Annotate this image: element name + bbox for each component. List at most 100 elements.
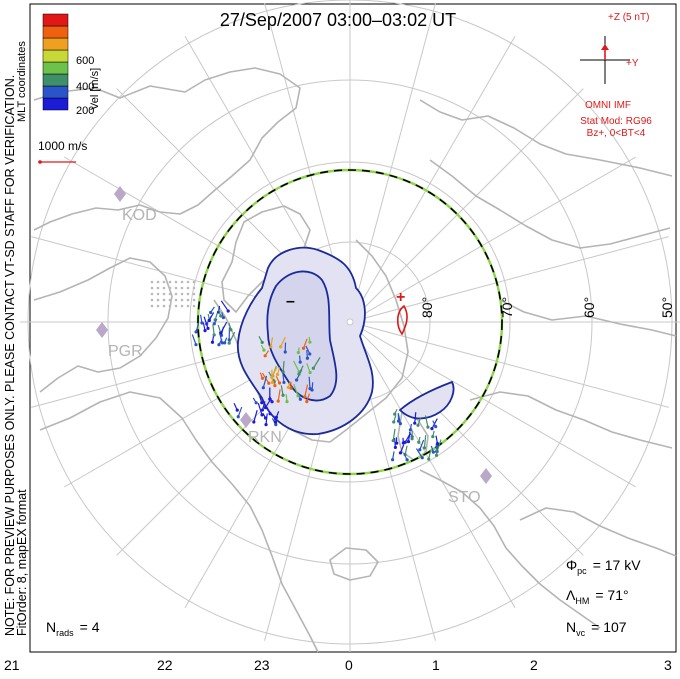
empty-cell-dot	[157, 305, 160, 308]
velocity-vector	[436, 436, 439, 446]
radar-marker-kod	[114, 186, 126, 202]
empty-cell-dot	[169, 299, 172, 302]
empty-cell-dot	[193, 281, 196, 284]
empty-cell-dot	[157, 281, 160, 284]
velocity-vector	[223, 338, 227, 345]
mlt-label-23: 23	[254, 657, 270, 673]
empty-cell-dot	[151, 305, 154, 308]
empty-cell-dot	[151, 293, 154, 296]
lat-label-50: 50°	[659, 297, 675, 318]
radar-site-pgr: PGR	[96, 322, 143, 360]
velocity-vector	[430, 419, 437, 431]
mlt-label-0: 0	[345, 657, 353, 673]
empty-cell-dot	[151, 281, 154, 284]
mlt-axis: 21 22 23 0 1 2 3	[4, 657, 672, 673]
lat-label-80: 80°	[419, 297, 435, 318]
contour-cell-right	[400, 382, 454, 419]
empty-cell-dot	[151, 299, 154, 302]
coast-scandinavia	[420, 470, 600, 628]
empty-cell-dot	[175, 299, 178, 302]
imf-source: OMNI IMF	[585, 100, 631, 111]
empty-cell-dot	[163, 305, 166, 308]
empty-cell-dot	[181, 287, 184, 290]
colorbar-swatch	[43, 26, 68, 38]
velocity-vector	[252, 410, 257, 423]
mlt-label-1: 1	[432, 657, 440, 673]
radar-site-sto: STO	[448, 468, 492, 506]
velocity-colorbar	[43, 14, 68, 110]
imf-plus-z-label: +Z (5 nT)	[608, 12, 649, 23]
empty-cell-dot	[175, 293, 178, 296]
radar-label-sto: STO	[448, 489, 481, 506]
colorbar-swatch	[43, 74, 68, 86]
empty-cell-dot	[193, 287, 196, 290]
imf-indicator: +Z (5 nT) +Y OMNI IMF Stat Mod: RG96 Bz+…	[580, 12, 652, 139]
fit-order-note: FitOrder: 8, mapEX format	[15, 489, 29, 636]
empty-cell-dot	[187, 305, 190, 308]
reference-vector-label: 1000 m/s	[38, 139, 87, 153]
empty-cell-dot	[151, 287, 154, 290]
coast-siberia	[430, 160, 670, 248]
mlt-meridian	[350, 322, 583, 555]
mlt-meridian	[350, 89, 583, 322]
radar-site-kod: KOD	[114, 186, 157, 224]
velocity-vector	[192, 334, 197, 346]
stat-n-vc: Nvc= 107	[566, 619, 627, 638]
stat-n-rads: Nrads= 4	[46, 619, 100, 638]
velocity-vector	[391, 451, 394, 461]
velocity-vector	[253, 398, 258, 405]
radar-label-pgr: PGR	[108, 343, 143, 360]
empty-cell-dot	[169, 281, 172, 284]
empty-cell-dot	[169, 293, 172, 296]
empty-cell-dot	[175, 287, 178, 290]
empty-cell-dot	[193, 305, 196, 308]
mlt-label-21: 21	[4, 657, 20, 673]
empty-cell-dot	[169, 305, 172, 308]
empty-cell-dot	[157, 287, 160, 290]
empty-cell-dot	[187, 281, 190, 284]
empty-cell-dot	[181, 305, 184, 308]
lat-label-60: 60°	[581, 297, 597, 318]
empty-cell-dot	[163, 281, 166, 284]
colorbar-swatch	[43, 38, 68, 50]
stat-phi-pc: Φpc= 17 kV	[566, 557, 641, 576]
radar-label-rkn: RKN	[248, 429, 282, 446]
imf-plus-y-label: +Y	[626, 58, 639, 69]
mlt-meridian	[350, 322, 515, 608]
mlt-label-3: 3	[664, 657, 672, 673]
mlt-label-22: 22	[157, 657, 173, 673]
empty-cell-dot	[181, 299, 184, 302]
velocity-vector	[392, 429, 395, 442]
imf-condition: Bz+, 0<BT<4	[587, 128, 646, 139]
coordinates-label: MLT coordinates	[16, 41, 28, 122]
mlt-meridian	[350, 36, 515, 322]
velocity-vector	[264, 413, 267, 426]
velocity-vector	[431, 431, 434, 438]
pole-marker	[347, 319, 353, 325]
radar-marker-pgr	[96, 322, 108, 338]
empty-cell-dot	[181, 293, 184, 296]
latitude-labels: 80° 70° 60° 50°	[419, 297, 675, 318]
colorbar-swatch	[43, 86, 68, 98]
empty-cell-dot	[169, 287, 172, 290]
empty-cell-dot	[187, 293, 190, 296]
empty-cell-dot	[187, 287, 190, 290]
empty-cell-dot	[193, 293, 196, 296]
velocity-vector	[219, 322, 226, 334]
contour-label-negative: –	[286, 293, 295, 310]
contour-label-positive: +	[396, 289, 405, 306]
empty-cell-dot	[157, 293, 160, 296]
velocity-vector	[417, 437, 420, 444]
radar-marker-rkn	[240, 412, 252, 428]
empty-cell-dot	[175, 305, 178, 308]
colorbar-swatch	[43, 62, 68, 74]
velocity-vector	[234, 403, 239, 411]
imf-model: Stat Mod: RG96	[580, 116, 652, 127]
radar-marker-sto	[480, 468, 492, 484]
empty-cell-dot	[163, 299, 166, 302]
imf-vector-head	[601, 44, 609, 50]
map-statistics: Φpc= 17 kV ΛHM= 71° Nvc= 107 Nrads= 4	[46, 557, 641, 638]
colorbar-label: Vel [m/s]	[89, 68, 101, 110]
colorbar-swatch	[43, 14, 68, 26]
